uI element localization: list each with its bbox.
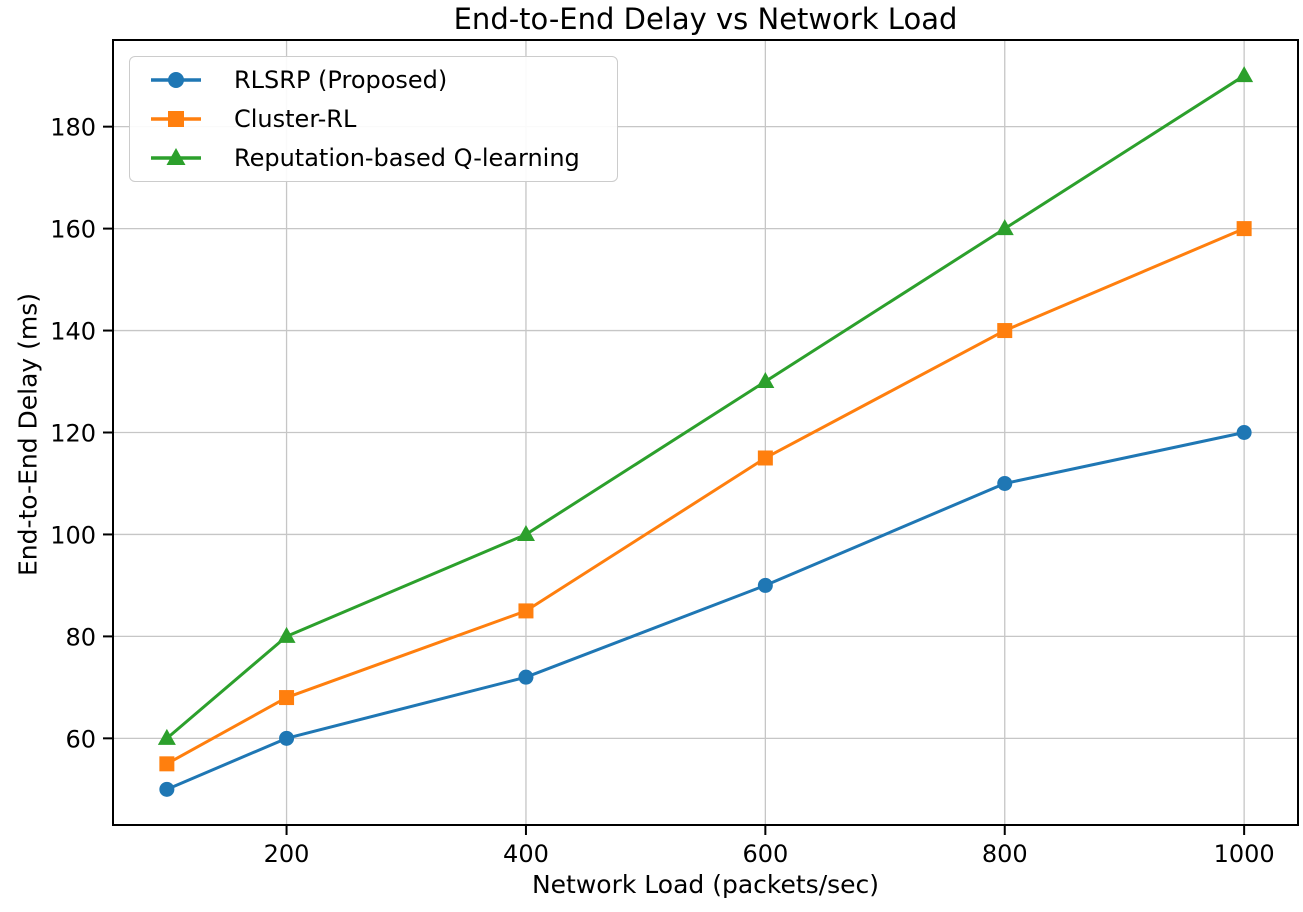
y-tick-label: 180 <box>50 114 96 142</box>
data-point-marker <box>997 323 1013 339</box>
data-point-marker <box>168 111 184 127</box>
y-tick-label: 100 <box>50 521 96 549</box>
series-3 <box>157 66 1254 745</box>
data-point-marker <box>1235 66 1254 83</box>
y-axis-label: End-to-End Delay (ms) <box>13 292 43 577</box>
data-point-marker <box>995 219 1014 236</box>
data-point-marker <box>168 72 184 89</box>
data-point-marker <box>1236 425 1252 440</box>
chart-title: End-to-End Delay vs Network Load <box>453 2 958 36</box>
x-tick-label: 800 <box>982 840 1028 868</box>
legend-item: Reputation-based Q-learning <box>150 138 617 177</box>
circle-marker-icon <box>151 72 201 89</box>
x-tick-label: 400 <box>503 840 549 868</box>
data-point-marker <box>1236 221 1252 237</box>
data-point-marker <box>279 730 295 746</box>
data-point-marker <box>757 577 773 593</box>
legend-item: RLSRP (Proposed) <box>150 61 617 100</box>
data-point-marker <box>157 728 176 745</box>
series-2 <box>159 221 1252 772</box>
data-point-marker <box>518 669 534 685</box>
x-tick-label: 200 <box>264 840 310 868</box>
x-tick-label: 1000 <box>1214 840 1275 868</box>
y-tick-label: 120 <box>50 420 96 448</box>
data-point-marker <box>516 524 535 541</box>
y-tick-label: 80 <box>65 623 96 651</box>
legend-item: Cluster-RL <box>150 100 617 139</box>
data-point-marker <box>518 603 534 619</box>
legend-label: Reputation-based Q-learning <box>234 143 580 172</box>
legend: RLSRP (Proposed) Cluster-RL Reputation-bas… <box>129 56 618 182</box>
y-tick-label: 160 <box>50 216 96 244</box>
x-axis-label: Network Load (packets/sec) <box>531 870 880 899</box>
triangle-marker-icon <box>151 147 201 165</box>
series-1 <box>159 425 1252 797</box>
data-point-marker <box>757 450 773 466</box>
y-tick-label: 140 <box>50 318 96 346</box>
data-point-marker <box>159 756 175 772</box>
data-point-marker <box>997 475 1013 491</box>
data-point-marker <box>277 626 296 643</box>
legend-label: RLSRP (Proposed) <box>234 66 448 95</box>
legend-label: Cluster-RL <box>234 105 357 133</box>
series-line <box>165 74 1245 740</box>
x-tick-label: 600 <box>742 840 788 868</box>
square-marker-icon <box>151 111 201 127</box>
data-point-marker <box>159 781 175 797</box>
y-tick-label: 60 <box>65 725 96 753</box>
series-line <box>166 431 1245 791</box>
data-point-marker <box>166 147 186 165</box>
data-point-marker <box>279 690 295 706</box>
data-point-marker <box>756 372 775 389</box>
series-line <box>166 227 1245 766</box>
